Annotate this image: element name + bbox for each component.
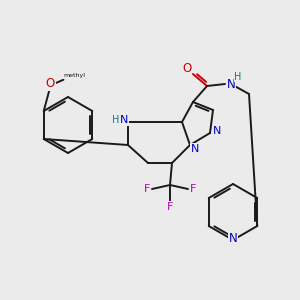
Text: H: H	[234, 72, 242, 82]
Text: N: N	[226, 77, 236, 91]
Text: O: O	[182, 62, 192, 76]
Text: N: N	[213, 126, 221, 136]
Text: methyl: methyl	[63, 73, 86, 78]
Text: F: F	[167, 202, 173, 212]
Text: N: N	[120, 115, 128, 125]
Text: N: N	[191, 144, 199, 154]
Text: N: N	[229, 232, 237, 245]
Text: O: O	[46, 77, 55, 90]
Text: F: F	[190, 184, 196, 194]
Text: F: F	[144, 184, 150, 194]
Text: H: H	[112, 115, 120, 125]
